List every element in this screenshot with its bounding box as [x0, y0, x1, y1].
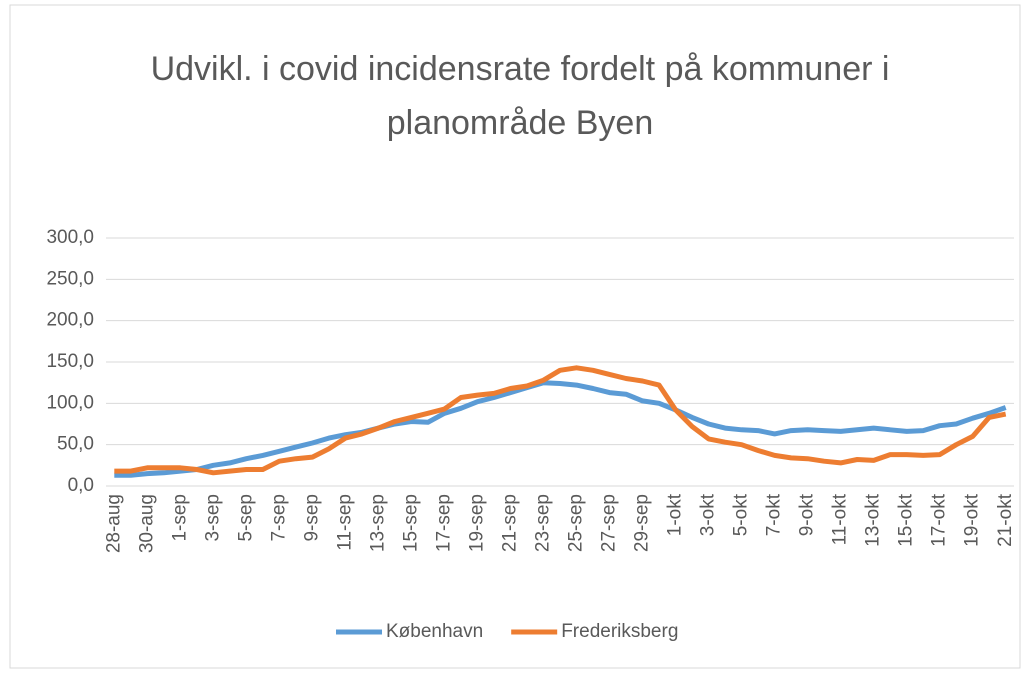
x-tick-label: 9-sep: [301, 494, 322, 542]
y-tick-label: 250,0: [46, 268, 94, 289]
x-tick-label: 15-okt: [896, 493, 917, 547]
y-tick-label: 0,0: [68, 475, 94, 496]
chart-title: Udvikl. i covid incidensrate fordelt på …: [150, 50, 890, 142]
y-tick-label: 50,0: [57, 434, 94, 455]
x-tick-label: 23-sep: [533, 494, 554, 552]
legend-label: København: [386, 621, 483, 642]
x-tick-label: 21-sep: [499, 494, 520, 552]
legend-label: Frederiksberg: [561, 621, 678, 642]
x-tick-label: 30-aug: [136, 494, 157, 553]
x-tick-label: 11-sep: [334, 494, 355, 551]
x-tick-label: 17-okt: [929, 493, 950, 547]
x-tick-label: 25-sep: [566, 494, 587, 552]
line-series: [114, 380, 1007, 478]
x-tick-label: 13-sep: [367, 494, 388, 552]
x-tick-label: 29-sep: [632, 494, 653, 552]
x-tick-label: 1-sep: [169, 494, 190, 542]
x-tick-label: 27-sep: [599, 494, 620, 552]
x-tick-label: 28-aug: [103, 494, 124, 553]
x-tick-label: 3-sep: [202, 494, 223, 542]
x-tick-label: 7-okt: [764, 493, 785, 536]
x-tick-label: 1-okt: [665, 493, 686, 536]
x-tick-label: 21-okt: [995, 493, 1016, 547]
x-tick-label: 5-okt: [731, 493, 752, 536]
y-tick-label: 300,0: [46, 227, 94, 248]
x-tick-label: 17-sep: [433, 494, 454, 552]
x-tick-label: 7-sep: [268, 494, 289, 542]
x-tick-label: 19-okt: [962, 493, 983, 547]
chart-border: [9, 4, 1021, 669]
x-tick-label: 15-sep: [400, 494, 421, 552]
x-tick-label: 11-okt: [830, 493, 851, 545]
x-tick-label: 13-okt: [863, 493, 884, 547]
x-tick-label: 9-okt: [797, 493, 818, 536]
x-tick-label: 5-sep: [235, 494, 256, 542]
y-tick-label: 200,0: [46, 310, 94, 331]
line-series: [114, 365, 1007, 476]
y-tick-label: 150,0: [46, 351, 94, 372]
y-tick-label: 100,0: [46, 392, 94, 413]
x-tick-label: 19-sep: [466, 494, 487, 552]
x-tick-label: 3-okt: [698, 493, 719, 536]
